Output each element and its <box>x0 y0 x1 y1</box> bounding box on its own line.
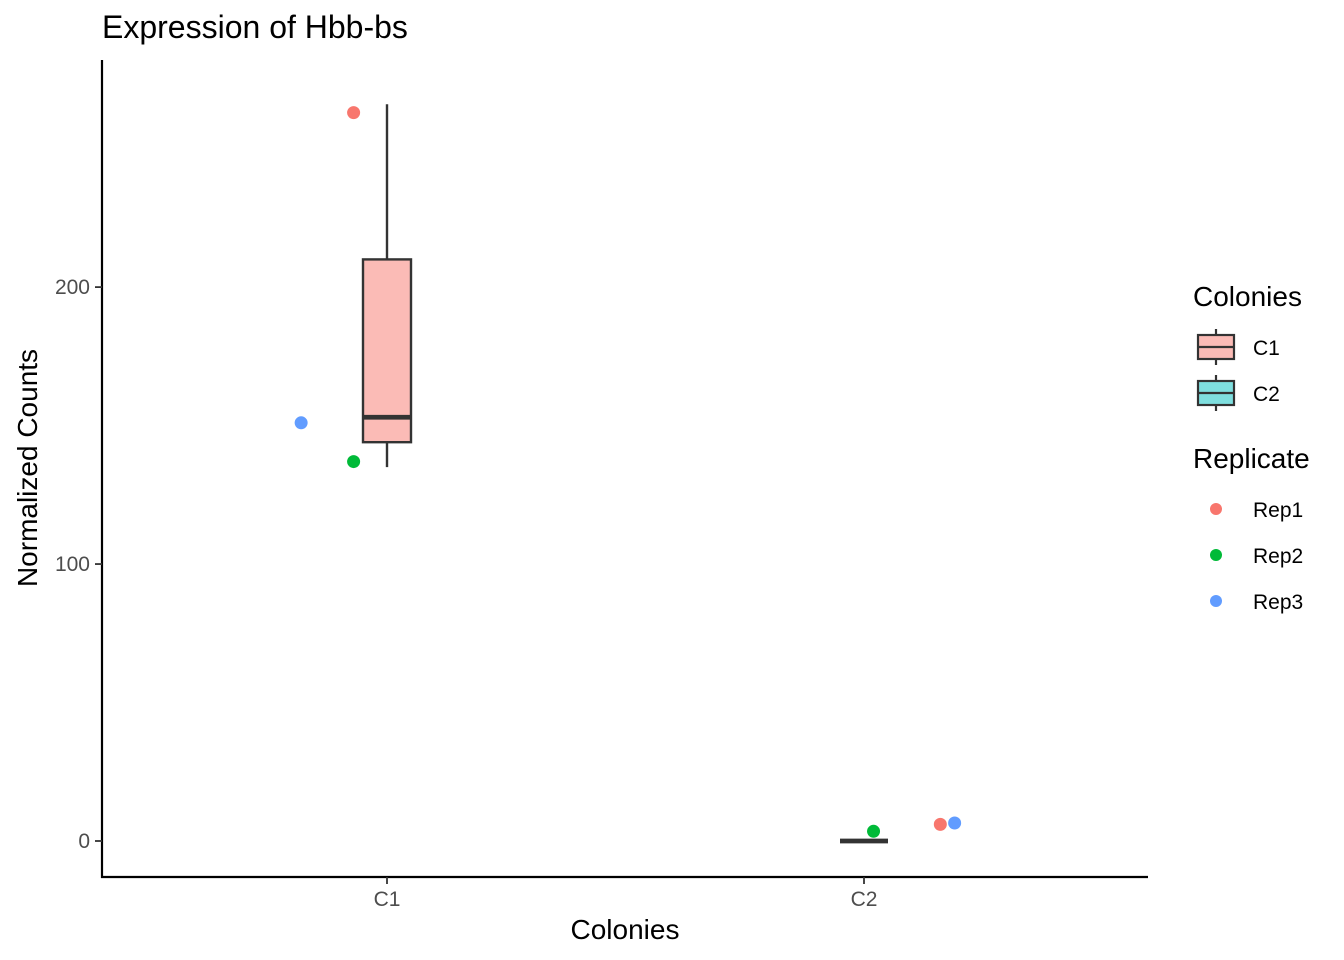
legend-key-box <box>1196 329 1236 365</box>
data-point-rep1 <box>933 817 947 831</box>
legend-key-box <box>1196 375 1236 411</box>
x-tick-label: C1 <box>374 888 401 911</box>
x-tick-label: C2 <box>851 888 878 911</box>
plot-area: 0 100 200 C1 C2 <box>55 60 1148 911</box>
data-point-rep3 <box>294 416 308 430</box>
legend-label: C1 <box>1253 337 1280 360</box>
y-tick-label: 200 <box>55 276 90 299</box>
legend-key-point <box>1210 595 1222 607</box>
legend-label: C2 <box>1253 383 1280 406</box>
y-tick-label: 100 <box>55 553 90 576</box>
chart-title: Expression of Hbb-bs <box>102 9 408 45</box>
y-axis-title: Normalized Counts <box>12 349 43 587</box>
legend-label: Rep1 <box>1253 499 1303 522</box>
box-c1 <box>361 104 413 468</box>
x-axis-title: Colonies <box>571 914 680 945</box>
data-point-rep3 <box>948 816 962 830</box>
legend: Colonies C1 C2 Replicate Rep1 Rep2 Rep3 <box>1193 281 1310 614</box>
legend-title-replicate: Replicate <box>1193 443 1310 474</box>
legend-key-point <box>1210 549 1222 561</box>
y-tick-label: 0 <box>78 830 90 853</box>
legend-title-colonies: Colonies <box>1193 281 1302 312</box>
data-point-rep2 <box>347 455 361 469</box>
data-point-rep2 <box>867 824 881 838</box>
legend-key-point <box>1210 503 1222 515</box>
legend-label: Rep2 <box>1253 545 1303 568</box>
legend-label: Rep3 <box>1253 591 1303 614</box>
data-point-rep1 <box>347 106 361 120</box>
box-body <box>361 258 413 444</box>
